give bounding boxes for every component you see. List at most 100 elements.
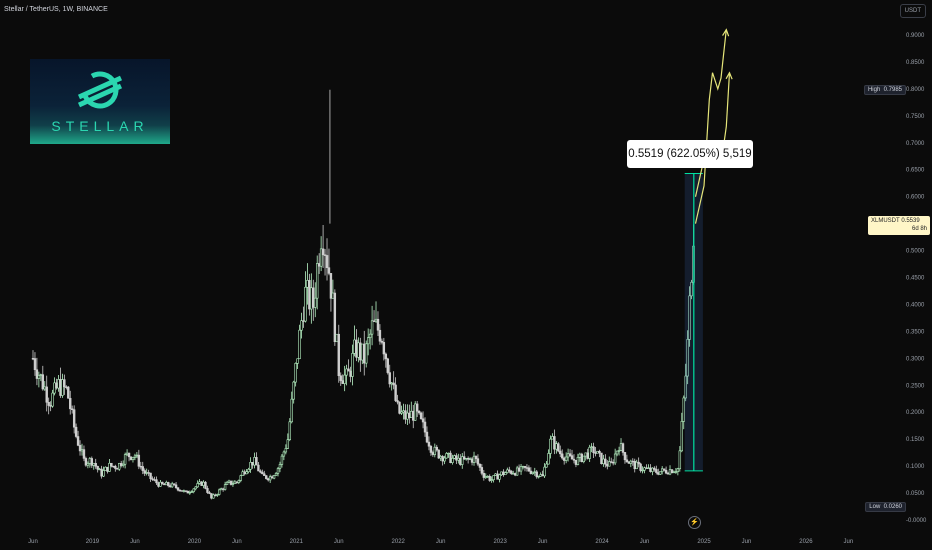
candle-body (90, 458, 94, 466)
candle-body (606, 463, 609, 467)
candle-body (643, 467, 646, 471)
candle-body (84, 458, 88, 466)
candle-body (664, 470, 668, 474)
candle-body (674, 471, 678, 473)
x-tick-label: Jun (538, 539, 548, 545)
candle-body (218, 489, 221, 495)
candle-body (619, 443, 623, 451)
candle-body (47, 401, 50, 406)
x-tick-label: 2019 (86, 539, 100, 545)
candle-body (233, 481, 237, 484)
candle-body (94, 463, 97, 467)
y-tick-label: 0.3000 (906, 356, 925, 362)
candle-body (314, 297, 317, 308)
candle-body (57, 379, 60, 389)
candle-body (492, 475, 495, 481)
candle-body (384, 353, 388, 360)
candle-body (513, 473, 517, 476)
y-tick-label: 0.8500 (906, 60, 925, 66)
y-tick-label: 0.4500 (906, 276, 925, 282)
candle-body (521, 465, 525, 468)
candle-body (321, 248, 325, 256)
candle-body (672, 471, 676, 474)
candle-body (186, 491, 190, 494)
candle-body (457, 457, 460, 461)
candle-body (355, 339, 358, 358)
candle-body (231, 483, 235, 485)
candle-body (408, 412, 411, 418)
candle-body (429, 445, 433, 453)
candle-body (380, 340, 384, 343)
candle-body (649, 467, 652, 472)
candle-body (263, 473, 266, 476)
candle-body (210, 493, 213, 499)
candle-body (147, 472, 150, 474)
candle-body (194, 486, 197, 490)
candle-body (647, 467, 650, 469)
candle-body (245, 471, 248, 475)
y-tick-label: 0.2500 (906, 383, 925, 389)
candle-body (459, 457, 462, 465)
currency-button[interactable]: USDT (899, 4, 926, 18)
candle-body (453, 455, 456, 459)
x-tick-label: 2023 (493, 539, 507, 545)
candle-body (427, 441, 431, 447)
candle-body (549, 438, 552, 454)
candle-body (214, 494, 217, 496)
candle-body (682, 397, 685, 422)
candle-body (484, 476, 487, 478)
candle-body (347, 368, 350, 372)
candle-body (419, 412, 423, 420)
x-tick-label: 2022 (392, 539, 406, 545)
candle-body (169, 485, 172, 488)
x-tick-label: Jun (436, 539, 446, 545)
candle-body (353, 339, 356, 354)
candle-body (512, 473, 515, 475)
y-tick-label: -0.0000 (906, 518, 927, 524)
stellar-logo: STELLAR (30, 59, 170, 144)
candle-body (435, 446, 438, 451)
candle-body (586, 452, 589, 459)
candle-body (96, 465, 99, 470)
candle-body (253, 457, 256, 466)
candle-body (666, 472, 670, 475)
candle-body (259, 470, 262, 473)
candle-body (343, 374, 346, 384)
candle-body (502, 471, 505, 476)
candle-body (580, 453, 584, 463)
candle-body (341, 380, 344, 384)
candle-body (645, 467, 648, 469)
candle-body (247, 468, 250, 473)
candle-body (437, 449, 440, 459)
candle-body (302, 320, 305, 322)
candle-body (657, 472, 660, 475)
candle-body (406, 412, 409, 420)
candle-body (641, 469, 644, 472)
candle-body (515, 467, 519, 476)
candle-body (662, 468, 666, 471)
candle-body (680, 421, 683, 452)
candle-body (660, 468, 664, 472)
candle-body (123, 454, 127, 465)
candle-body (184, 490, 188, 492)
candle-body (545, 463, 548, 468)
last-price-tag: XLMUSDT 0.5539 6d 8h (868, 216, 930, 235)
candle-body (382, 342, 386, 355)
candle-body (598, 450, 601, 454)
candle-body (237, 480, 241, 483)
candle-body (239, 475, 242, 481)
candle-body (153, 479, 156, 481)
candle-body (490, 479, 493, 481)
y-tick-label: 0.6000 (906, 195, 925, 201)
candle-body (504, 472, 507, 476)
candle-body (178, 489, 182, 492)
x-tick-label: 2020 (188, 539, 202, 545)
candle-body (561, 453, 564, 459)
tradingview-logo-icon[interactable]: ⚡ (688, 516, 701, 529)
candle-body (292, 381, 295, 400)
candle-body (317, 263, 321, 267)
y-tick-label: 0.1500 (906, 437, 925, 443)
time-axis: Jun 2019 Jun 2020 Jun 2021 Jun 2022 Jun 2023 Jun 20… (28, 539, 853, 545)
candle-body (670, 469, 674, 474)
